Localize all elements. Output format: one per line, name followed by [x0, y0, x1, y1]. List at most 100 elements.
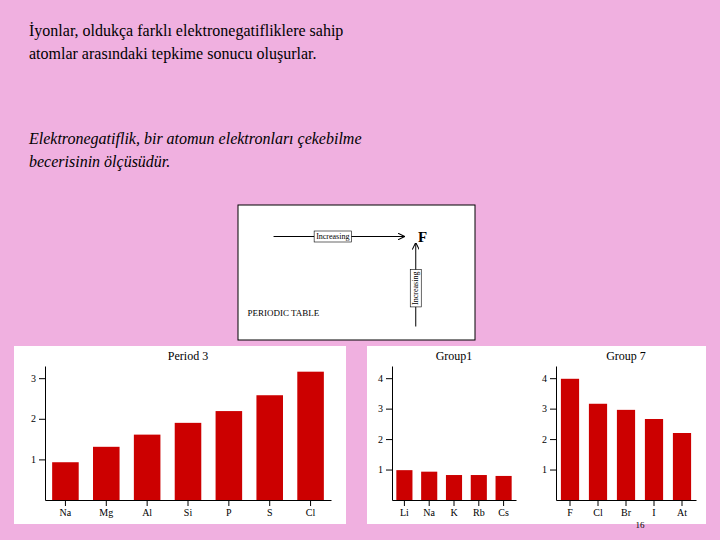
tick-label: 1 [31, 454, 36, 465]
tick-mark [65, 500, 66, 506]
tick-mark [106, 500, 107, 506]
bar [645, 419, 663, 500]
tick-label: Si [184, 507, 193, 518]
tick-mark [654, 500, 655, 506]
tick: Na [60, 500, 72, 518]
tick-mark [228, 500, 229, 506]
tick-label: F [567, 507, 573, 518]
tick-mark [626, 500, 627, 506]
tick-label: Br [621, 507, 632, 518]
tick: 3 [31, 373, 45, 384]
axis-line [556, 367, 557, 501]
bars [52, 372, 324, 500]
tick-label: 1 [378, 464, 383, 475]
label-box [314, 231, 351, 242]
tick: 2 [378, 434, 392, 445]
diagram-box [238, 205, 475, 340]
periodic-table-diagram: IncreasingFIncreasingPERIODIC TABLE [238, 205, 475, 340]
annotation: 16 [636, 520, 646, 530]
tick-label: Na [423, 507, 435, 518]
tick: 3 [542, 403, 556, 414]
tick: S [267, 500, 273, 518]
diagram-label: PERIODIC TABLE [247, 308, 319, 318]
panel [14, 346, 346, 524]
tick-mark [386, 409, 392, 410]
tick-mark [386, 439, 392, 440]
bar [673, 433, 691, 500]
tick-mark [503, 500, 504, 506]
x-axis: NaMgAlSiPSCl [46, 500, 332, 518]
tick-label: 2 [31, 413, 36, 424]
tick-mark [550, 470, 556, 471]
bar [256, 395, 283, 500]
bar [93, 447, 120, 500]
tick: 4 [542, 373, 556, 384]
bar [297, 372, 324, 500]
label-box [410, 270, 421, 307]
tick-mark [188, 500, 189, 506]
tick-label: S [267, 507, 273, 518]
bar-chart: NaMgAlSiPSCl123Period 3 [31, 349, 332, 518]
tick: Li [400, 500, 409, 518]
x-axis: LiNaKRbCs [393, 500, 517, 518]
chart-title: Group1 [436, 349, 473, 363]
tick: 1 [378, 464, 392, 475]
tick: F [567, 500, 573, 518]
tick-label: P [226, 507, 232, 518]
tick: Na [423, 500, 435, 518]
bar [561, 379, 579, 500]
tick-mark [39, 419, 45, 420]
tick: At [677, 500, 687, 518]
bar [396, 470, 412, 500]
bar-chart: FClBrIAt1234Group 716 [542, 349, 697, 530]
y-axis: 1234 [542, 367, 557, 501]
x-axis: F Cl Br I At [557, 500, 697, 518]
diagram-label: F [418, 229, 427, 245]
axis-line [45, 367, 46, 501]
tick: 3 [378, 403, 392, 414]
bar [496, 476, 512, 500]
tick-label: Li [400, 507, 409, 518]
y-axis: 1 2 3 [31, 367, 46, 501]
tick: Si [184, 500, 193, 518]
tick-mark [269, 500, 270, 506]
tick-mark [570, 500, 571, 506]
bar [471, 475, 487, 500]
tick-mark [404, 500, 405, 506]
tick: Cl [306, 500, 316, 518]
bar [216, 411, 243, 500]
tick-label: 1 [542, 464, 547, 475]
tick-mark [454, 500, 455, 506]
bar-chart: LiNaKRbCs1234Group1 [378, 349, 517, 518]
tick-mark [429, 500, 430, 506]
bars [396, 470, 511, 500]
tick: Cl [593, 500, 603, 518]
tick: 1 [31, 454, 45, 465]
boxed-label: Increasing [314, 231, 351, 242]
bar [52, 462, 79, 500]
tick: 2 [31, 413, 45, 424]
tick-label: At [677, 507, 687, 518]
tick: Cs [498, 500, 509, 518]
paragraph: Elektronegatiflik, bir atomun elektronla… [28, 130, 362, 170]
tick-label: Cl [593, 507, 603, 518]
tick-mark [550, 409, 556, 410]
bar [421, 472, 437, 500]
tick: K [450, 500, 458, 518]
tick-label: 4 [378, 373, 383, 384]
bars [561, 379, 691, 500]
tick-label: Na [60, 507, 72, 518]
tick-label: I [652, 507, 655, 518]
diagram-label: Increasing [316, 232, 349, 241]
tick-label: Mg [99, 507, 113, 518]
tick-label: 2 [378, 434, 383, 445]
y-axis: 1 2 3 4 [378, 367, 393, 501]
tick-mark [39, 459, 45, 460]
tick-label: 4 [542, 373, 547, 384]
tick-mark [550, 378, 556, 379]
tick-label: 3 [378, 403, 383, 414]
tick-label: Cl [306, 507, 316, 518]
chart-title: Group 7 [606, 349, 646, 363]
tick-label: 3 [542, 403, 547, 414]
tick-mark [550, 439, 556, 440]
